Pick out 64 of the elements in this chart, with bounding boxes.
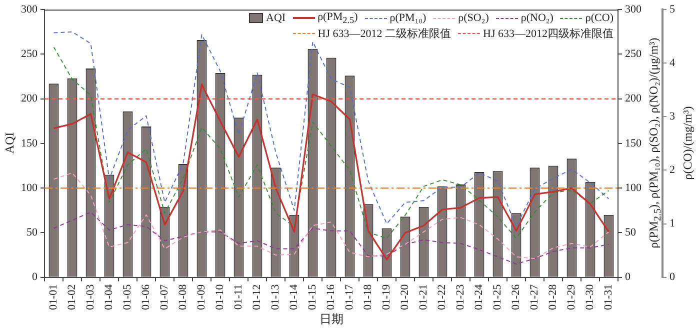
y-tick-label: 150 xyxy=(21,137,38,150)
x-tick-label: 01-18 xyxy=(362,284,374,310)
x-tick-label: 01-12 xyxy=(251,284,264,310)
y2-tick-label: 250 xyxy=(625,48,642,60)
y-tick-label: 0 xyxy=(32,271,38,284)
legend-label: ρ(PM$_{2.5}$) xyxy=(318,11,358,26)
x-tick-label: 01-05 xyxy=(122,284,134,310)
y-axis-title: AQI xyxy=(2,132,18,154)
x-tick-label: 01-08 xyxy=(177,284,190,310)
y2-tick-label: 200 xyxy=(625,92,642,105)
y2-tick-label: 150 xyxy=(625,137,642,150)
y3-axis-title: ρ(CO)/(mg/m³) xyxy=(680,106,696,180)
y3-tick-label: 4 xyxy=(670,57,676,70)
line-series xyxy=(53,212,610,264)
x-tick-label: 01-24 xyxy=(473,284,486,310)
y-tick-label: 50 xyxy=(26,226,38,239)
x-tick-label: 01-21 xyxy=(418,284,430,310)
x-tick-label: 01-15 xyxy=(306,284,319,310)
legend-label: ρ(PM₁₀) xyxy=(390,12,426,24)
x-tick-label: 01-26 xyxy=(510,284,522,310)
x-tick-label: 01-14 xyxy=(288,284,300,310)
y-tick-label: 300 xyxy=(21,3,38,16)
legend-label: HJ 633—2012 二级标准限值 xyxy=(318,26,452,41)
y3-tick-label: 2 xyxy=(670,164,675,176)
x-tick-label: 01-13 xyxy=(270,284,282,310)
y-tick-label: 200 xyxy=(21,92,38,105)
x-tick-label: 01-09 xyxy=(196,284,208,310)
y-tick-label: 100 xyxy=(21,182,38,194)
x-tick-label: 01-22 xyxy=(436,284,448,310)
x-tick-label: 01-30 xyxy=(584,284,596,310)
x-tick-label: 01-20 xyxy=(399,284,412,310)
x-tick-label: 01-16 xyxy=(325,284,338,310)
x-tick-label: 01-25 xyxy=(492,284,504,310)
legend-label: AQI xyxy=(266,12,286,24)
y-tick-label: 250 xyxy=(21,48,38,60)
x-axis-title: 日期 xyxy=(319,311,344,328)
legend-label: HJ 633—2012四级标准限值 xyxy=(483,26,614,41)
y2-tick-label: 100 xyxy=(625,182,642,194)
y2-tick-label: 300 xyxy=(625,3,642,16)
x-tick-label: 01-02 xyxy=(66,284,78,310)
x-tick-label: 01-29 xyxy=(566,284,578,310)
legend-label: ρ(CO) xyxy=(585,12,614,24)
y3-tick-label: 0 xyxy=(670,271,676,284)
x-tick-label: 01-10 xyxy=(214,284,226,310)
x-tick-label: 01-01 xyxy=(48,284,60,310)
x-tick-label: 01-23 xyxy=(454,284,467,310)
x-tick-label: 01-28 xyxy=(547,284,560,310)
x-tick-label: 01-17 xyxy=(344,284,356,310)
y3-tick-label: 3 xyxy=(670,110,676,123)
x-tick-label: 01-19 xyxy=(380,284,393,310)
y2-tick-label: 50 xyxy=(625,226,636,239)
y2-tick-label: 0 xyxy=(625,271,631,284)
y3-tick-label: 1 xyxy=(670,218,675,230)
x-tick-label: 01-03 xyxy=(84,284,97,310)
legend-label: ρ(NO₂) xyxy=(520,12,554,24)
x-tick-label: 01-04 xyxy=(103,284,116,310)
y3-tick-label: 5 xyxy=(670,3,676,16)
x-tick-label: 01-27 xyxy=(528,284,541,310)
line-series xyxy=(53,172,610,260)
x-tick-label: 01-06 xyxy=(140,284,152,310)
x-tick-label: 01-31 xyxy=(602,284,615,310)
legend-label: ρ(SO₂) xyxy=(458,12,489,24)
x-tick-label: 01-07 xyxy=(158,284,171,310)
x-tick-label: 01-11 xyxy=(232,284,245,310)
